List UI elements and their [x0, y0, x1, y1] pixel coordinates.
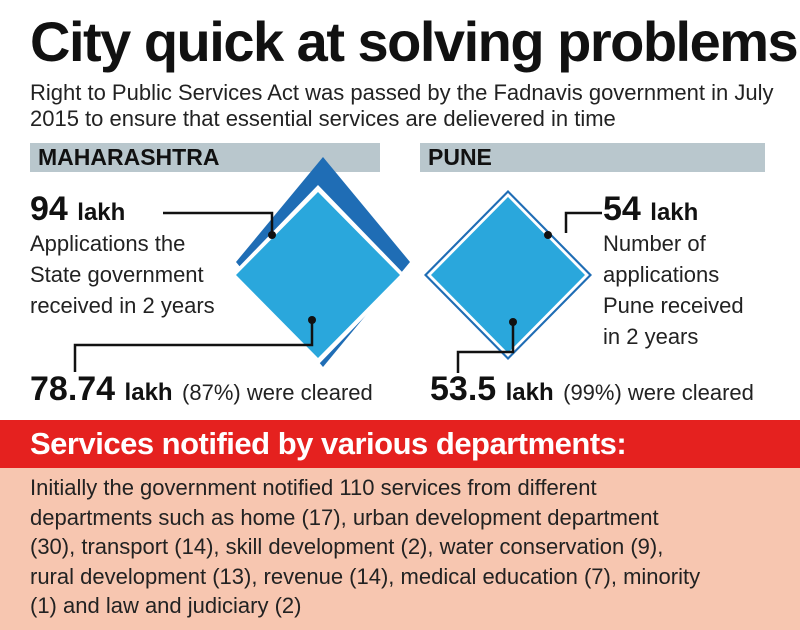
desc-line: received in 2 years [30, 293, 215, 318]
pune-applications-leader [564, 211, 602, 233]
maharashtra-applications-figure: 94 lakh [30, 190, 125, 232]
services-line: (1) and law and judiciary (2) [30, 593, 302, 618]
services-body [0, 468, 800, 630]
pune-label: PUNE [420, 143, 765, 172]
services-text: Initially the government notified 110 se… [30, 473, 780, 621]
desc-line: Number of [603, 231, 706, 256]
maharashtra-cleared-diamond [236, 192, 400, 358]
desc-line: Pune received [603, 293, 744, 318]
maharashtra-cleared-unit: lakh [124, 379, 173, 406]
pune-applications-value: 54 [603, 190, 641, 228]
pune-cleared-value: 53.5 [430, 370, 497, 408]
services-line: Initially the government notified 110 se… [30, 475, 597, 500]
maharashtra-cleared: 78.74 lakh (87%) were cleared [30, 370, 373, 412]
services-line: (30), transport (14), skill development … [30, 534, 664, 559]
services-title-bar [0, 420, 800, 468]
maharashtra-applications-unit: lakh [77, 199, 126, 226]
headline: City quick at solving problems [30, 10, 799, 73]
mh-cleared-leader [73, 320, 314, 372]
desc-line: in 2 years [603, 324, 699, 349]
pune-cleared-dot [509, 318, 517, 326]
services-title: Services notified by various departments… [30, 426, 627, 461]
pune-cleared: 53.5 lakh (99%) were cleared [430, 370, 754, 412]
pune-applications-figure: 54 lakh [603, 190, 698, 232]
pune-cleared-rest: (99%) were cleared [563, 380, 754, 405]
maharashtra-cleared-rest: (87%) were cleared [182, 380, 373, 405]
pune-cleared-diamond [431, 197, 585, 353]
maharashtra-applications-desc: Applications the State government receiv… [30, 228, 215, 321]
mh-applications-leader [163, 211, 274, 233]
pune-cleared-leader [456, 322, 515, 373]
desc-line: Applications the [30, 231, 186, 256]
services-line: departments such as home (17), urban dev… [30, 504, 659, 530]
mh-applications-dot [268, 231, 276, 239]
mh-cleared-dot [308, 316, 316, 324]
pune-applications-desc: Number of applications Pune received in … [603, 228, 744, 352]
desc-line: State government [30, 262, 204, 287]
desc-line: applications [603, 262, 720, 287]
maharashtra-cleared-value: 78.74 [30, 370, 116, 408]
pune-applications-unit: lakh [650, 199, 699, 226]
pune-cleared-unit: lakh [505, 379, 554, 406]
subheadline: Right to Public Services Act was passed … [30, 80, 774, 131]
services-line: rural development (13), revenue (14), me… [30, 563, 701, 589]
maharashtra-applications-value: 94 [30, 190, 68, 228]
pune-applications-dot [544, 231, 552, 239]
